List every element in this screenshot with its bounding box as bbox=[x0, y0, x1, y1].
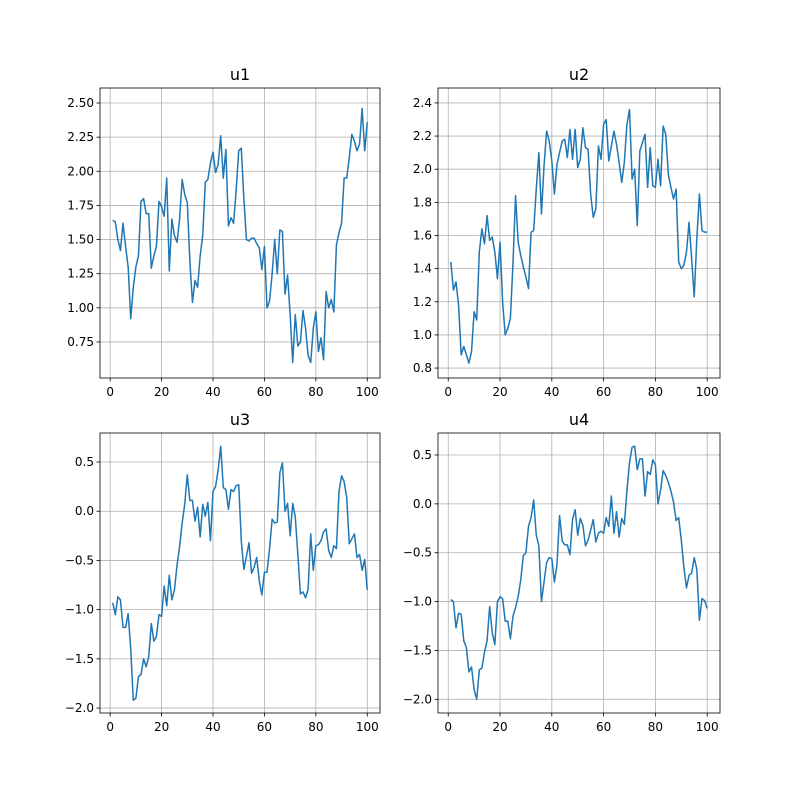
y-tick-label: −2.0 bbox=[403, 692, 432, 706]
y-tick-label: −1.5 bbox=[403, 643, 432, 657]
x-tick-label: 60 bbox=[257, 385, 272, 399]
chart-title: u4 bbox=[569, 410, 589, 429]
chart-title: u2 bbox=[569, 65, 589, 84]
x-tick-label: 0 bbox=[106, 720, 114, 734]
x-tick-label: 60 bbox=[257, 720, 272, 734]
y-tick-label: −1.5 bbox=[65, 652, 94, 666]
x-tick-label: 40 bbox=[544, 385, 559, 399]
x-tick-label: 60 bbox=[596, 385, 611, 399]
chart-title: u3 bbox=[230, 410, 250, 429]
y-tick-label: 1.00 bbox=[67, 301, 94, 315]
x-tick-label: 0 bbox=[444, 385, 452, 399]
x-tick-label: 100 bbox=[696, 385, 719, 399]
y-tick-label: 1.8 bbox=[413, 195, 432, 209]
y-tick-label: 2.2 bbox=[413, 129, 432, 143]
x-tick-label: 80 bbox=[308, 720, 323, 734]
y-tick-label: 1.25 bbox=[67, 267, 94, 281]
chart-title: u1 bbox=[230, 65, 250, 84]
y-tick-label: 0.75 bbox=[67, 335, 94, 349]
x-tick-label: 20 bbox=[154, 720, 169, 734]
y-tick-label: 2.0 bbox=[413, 162, 432, 176]
plot-frame bbox=[437, 87, 721, 379]
y-tick-label: −1.0 bbox=[403, 595, 432, 609]
x-tick-label: 80 bbox=[648, 385, 663, 399]
plot-frame bbox=[99, 87, 381, 379]
x-tick-label: 40 bbox=[205, 720, 220, 734]
data-line bbox=[450, 108, 708, 364]
x-tick-label: 60 bbox=[596, 720, 611, 734]
x-tick-label: 40 bbox=[205, 385, 220, 399]
x-tick-label: 40 bbox=[544, 720, 559, 734]
y-tick-label: 1.4 bbox=[413, 262, 432, 276]
data-line bbox=[450, 445, 708, 701]
y-tick-label: 0.0 bbox=[413, 497, 432, 511]
x-tick-label: 0 bbox=[106, 385, 114, 399]
data-line bbox=[112, 107, 369, 364]
x-tick-label: 100 bbox=[696, 720, 719, 734]
y-tick-label: 1.50 bbox=[67, 233, 94, 247]
y-tick-label: 0.5 bbox=[75, 455, 94, 469]
x-tick-label: 80 bbox=[648, 720, 663, 734]
y-tick-label: −0.5 bbox=[403, 546, 432, 560]
y-tick-label: 0.8 bbox=[413, 361, 432, 375]
y-tick-label: −1.0 bbox=[65, 603, 94, 617]
y-tick-label: 2.00 bbox=[67, 164, 94, 178]
x-tick-label: 80 bbox=[308, 385, 323, 399]
y-tick-label: 1.0 bbox=[413, 328, 432, 342]
plot-frame bbox=[437, 432, 721, 714]
y-tick-label: −2.0 bbox=[65, 701, 94, 715]
y-tick-label: 2.4 bbox=[413, 96, 432, 110]
x-tick-label: 100 bbox=[356, 385, 379, 399]
x-tick-label: 100 bbox=[356, 720, 379, 734]
y-tick-label: −0.5 bbox=[65, 553, 94, 567]
data-line bbox=[111, 445, 369, 701]
y-tick-label: 1.2 bbox=[413, 295, 432, 309]
y-tick-label: 0.5 bbox=[413, 448, 432, 462]
plot-frame bbox=[99, 432, 381, 714]
y-tick-label: 1.75 bbox=[67, 198, 94, 212]
x-tick-label: 20 bbox=[492, 385, 507, 399]
x-tick-label: 20 bbox=[154, 385, 169, 399]
x-tick-label: 0 bbox=[444, 720, 452, 734]
y-tick-label: 0.0 bbox=[75, 504, 94, 518]
x-tick-label: 20 bbox=[492, 720, 507, 734]
y-tick-label: 1.6 bbox=[413, 228, 432, 242]
y-tick-label: 2.25 bbox=[67, 130, 94, 144]
y-tick-label: 2.50 bbox=[67, 96, 94, 110]
